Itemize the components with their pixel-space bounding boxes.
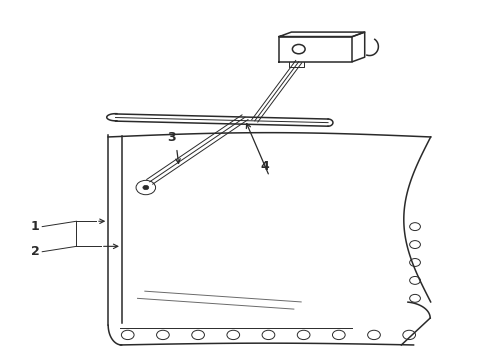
Circle shape [143,185,149,190]
Text: 1: 1 [31,220,40,233]
Text: 2: 2 [31,245,40,258]
Text: 3: 3 [168,131,176,144]
Text: 4: 4 [260,160,269,173]
